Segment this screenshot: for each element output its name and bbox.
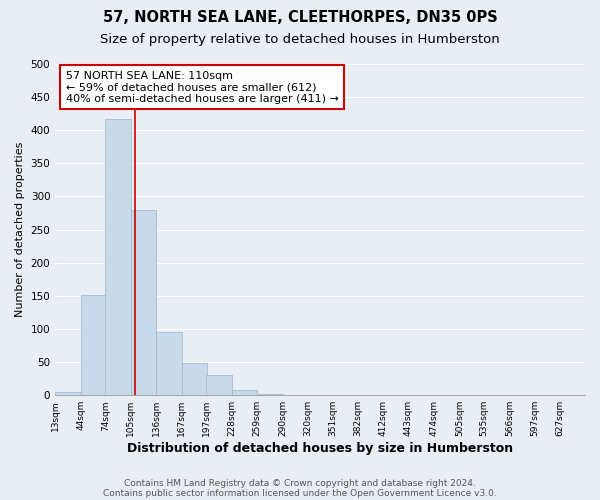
Text: 57 NORTH SEA LANE: 110sqm
← 59% of detached houses are smaller (612)
40% of semi: 57 NORTH SEA LANE: 110sqm ← 59% of detac… [66,70,338,104]
Bar [80,294,106,395]
Bar [182,364,207,395]
Bar [257,394,283,395]
Bar [105,119,131,395]
Bar [55,392,80,395]
Text: Contains HM Land Registry data © Crown copyright and database right 2024.: Contains HM Land Registry data © Crown c… [124,478,476,488]
Y-axis label: Number of detached properties: Number of detached properties [15,142,25,318]
X-axis label: Distribution of detached houses by size in Humberston: Distribution of detached houses by size … [127,442,513,455]
Bar [131,210,156,395]
Text: Size of property relative to detached houses in Humberston: Size of property relative to detached ho… [100,32,500,46]
Text: 57, NORTH SEA LANE, CLEETHORPES, DN35 0PS: 57, NORTH SEA LANE, CLEETHORPES, DN35 0P… [103,10,497,25]
Bar [232,390,257,395]
Bar [156,332,182,395]
Bar [206,376,232,395]
Text: Contains public sector information licensed under the Open Government Licence v3: Contains public sector information licen… [103,488,497,498]
